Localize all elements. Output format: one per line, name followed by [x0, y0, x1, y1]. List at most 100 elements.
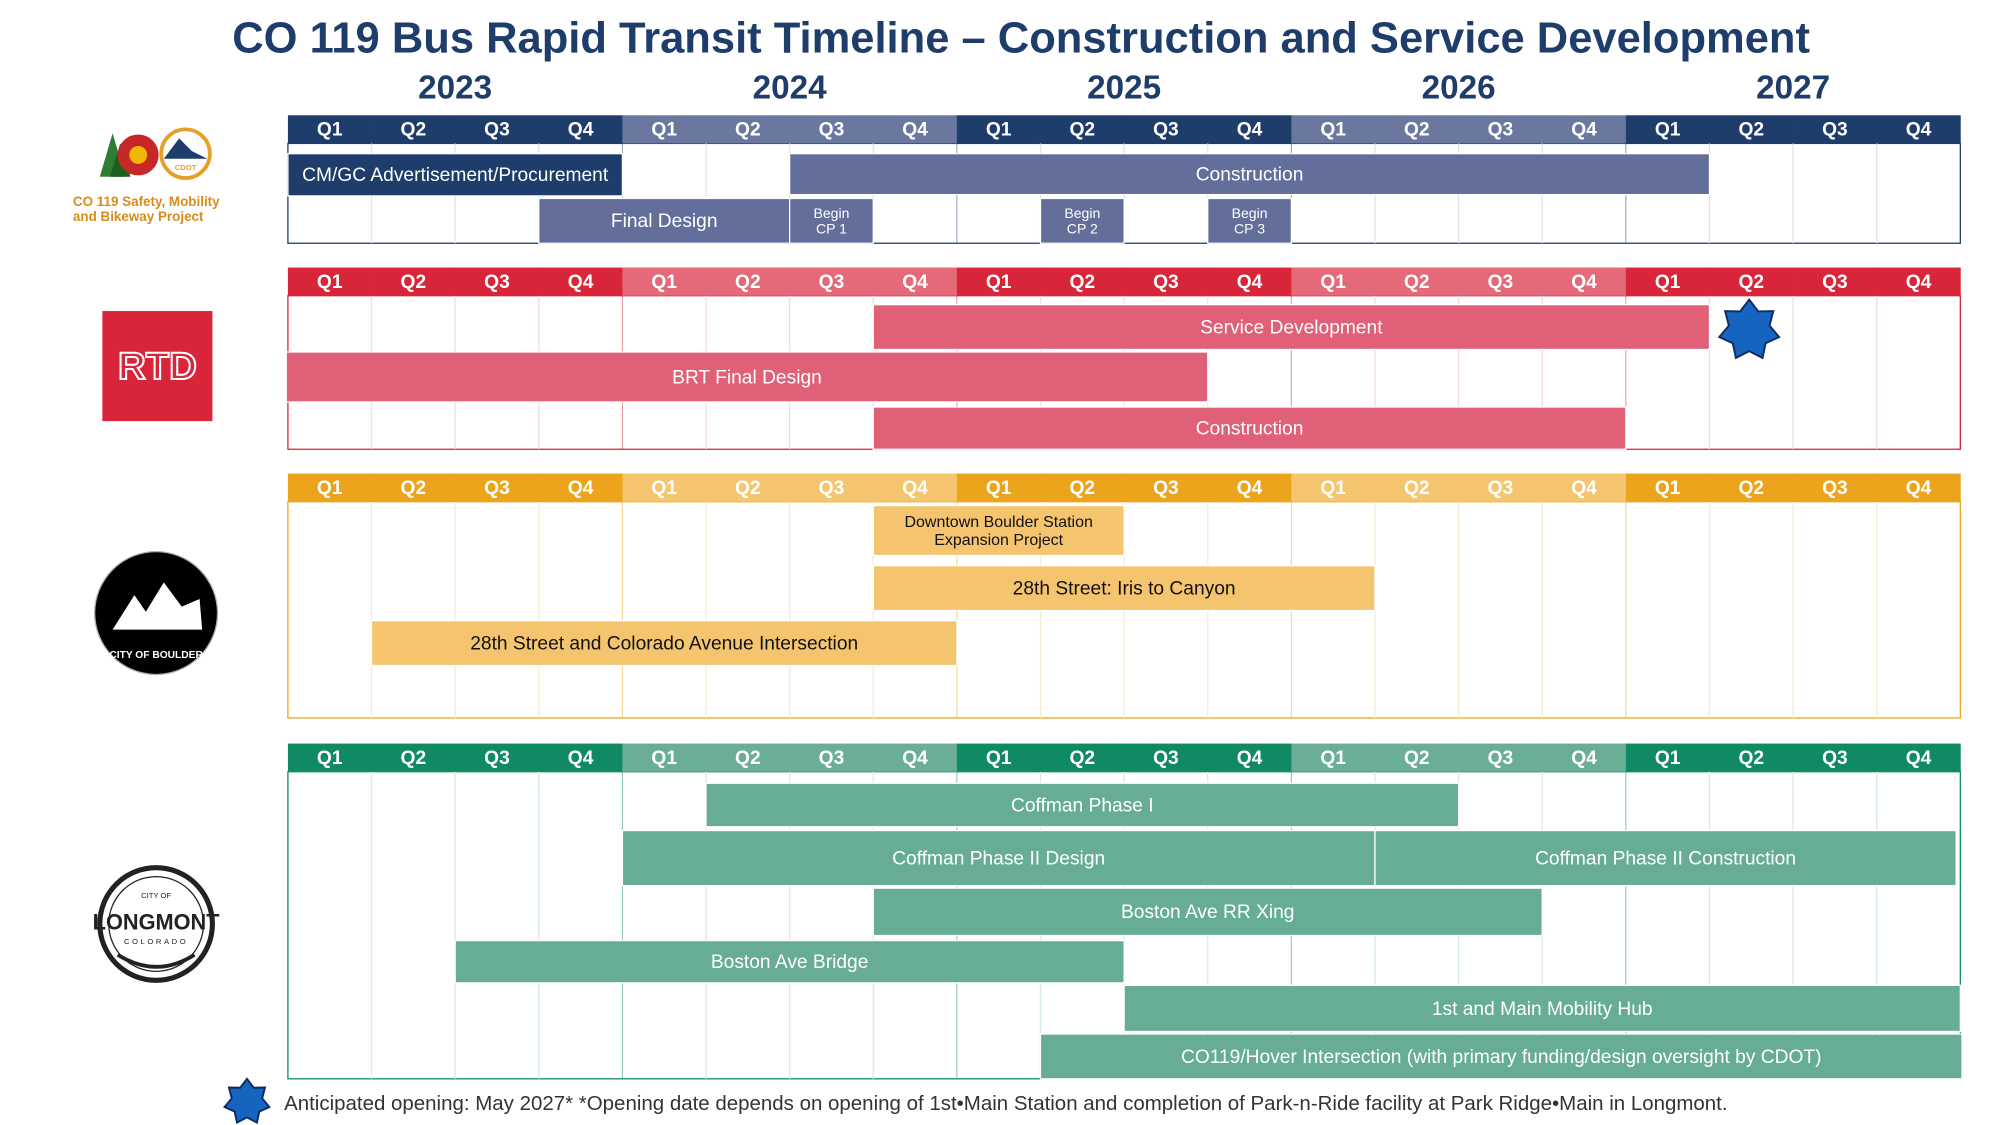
- quarter-label: Q1: [1655, 748, 1681, 769]
- quarter-header: [1040, 743, 1125, 772]
- quarter-header: [538, 267, 623, 296]
- quarter-header: [1124, 267, 1209, 296]
- quarter-header: [873, 267, 958, 296]
- quarter-header: [538, 115, 623, 144]
- task-label: Final Design: [611, 211, 718, 232]
- quarter-header: [1625, 267, 1710, 296]
- quarter-label: Q4: [1237, 748, 1263, 769]
- quarter-label: Q2: [1738, 748, 1764, 769]
- quarter-label: Q2: [1404, 272, 1430, 293]
- quarter-label: Q2: [1070, 272, 1096, 293]
- quarter-label: Q1: [986, 748, 1012, 769]
- quarter-header: [1458, 115, 1543, 144]
- quarter-header: [1709, 115, 1794, 144]
- quarter-label: Q1: [986, 272, 1012, 293]
- quarter-header: [622, 743, 707, 772]
- quarter-label: Q2: [1738, 478, 1764, 499]
- title: CO 119 Bus Rapid Transit Timeline – Cons…: [232, 15, 1810, 63]
- task-bar: [872, 504, 1125, 557]
- quarter-header: [1458, 473, 1543, 502]
- task-label: Begin: [1064, 205, 1100, 221]
- task-bar: [705, 782, 1460, 828]
- quarter-header: [1793, 743, 1878, 772]
- quarter-label: Q1: [317, 120, 343, 141]
- quarter-label: Q3: [484, 748, 510, 769]
- task-bar: [788, 153, 1711, 196]
- quarter-header: [1124, 115, 1209, 144]
- quarter-label: Q3: [1153, 478, 1179, 499]
- footnote: Anticipated opening: May 2027* *Opening …: [284, 1092, 1728, 1115]
- quarter-header: [1876, 743, 1961, 772]
- quarter-label: Q3: [1153, 748, 1179, 769]
- quarter-label: Q2: [1070, 748, 1096, 769]
- quarter-label: Q3: [1488, 478, 1514, 499]
- quarter-label: Q2: [401, 120, 427, 141]
- cdot-badge: CDOT: [175, 163, 197, 172]
- quarter-header: [1793, 473, 1878, 502]
- quarter-header: [789, 115, 874, 144]
- task-bar: [872, 406, 1627, 450]
- quarter-header: [789, 473, 874, 502]
- quarter-label: Q2: [401, 272, 427, 293]
- quarter-label: Q4: [1237, 272, 1263, 293]
- task-label: Service Development: [1200, 317, 1383, 338]
- quarter-header: [455, 743, 540, 772]
- task-label: 28th Street and Colorado Avenue Intersec…: [470, 633, 858, 654]
- task-bar: [454, 939, 1125, 984]
- quarter-label: Q1: [1320, 748, 1346, 769]
- quarter-header: [1625, 115, 1710, 144]
- quarter-header: [1040, 115, 1125, 144]
- quarter-header: [1291, 115, 1376, 144]
- quarter-label: Q1: [651, 120, 677, 141]
- quarter-label: Q4: [902, 478, 928, 499]
- quarter-header: [1124, 473, 1209, 502]
- quarter-header: [1291, 743, 1376, 772]
- opening-star: [1717, 297, 1781, 360]
- task-bar: [538, 197, 791, 244]
- longmont-logo: CITY OF LONGMONT COLORADO: [93, 865, 221, 983]
- quarter-label: Q2: [401, 748, 427, 769]
- quarter-header: [455, 115, 540, 144]
- quarter-label: Q3: [484, 272, 510, 293]
- quarter-header: [706, 115, 791, 144]
- longmont-text: LONGMONT: [93, 910, 221, 935]
- quarter-header: [371, 473, 456, 502]
- quarter-header: [1458, 743, 1543, 772]
- quarter-header: [1625, 743, 1710, 772]
- task-bar: [788, 197, 874, 244]
- task-label: CO119/Hover Intersection (with primary f…: [1181, 1047, 1822, 1068]
- quarter-header: [1625, 473, 1710, 502]
- quarter-header: [1374, 743, 1459, 772]
- quarter-header: [1709, 743, 1794, 772]
- quarter-label: Q4: [568, 748, 594, 769]
- quarter-label: Q4: [902, 272, 928, 293]
- quarter-label: Q4: [1571, 120, 1597, 141]
- longmont-bottom: COLORADO: [124, 937, 188, 946]
- task-label: Expansion Project: [934, 532, 1063, 549]
- task-label: Construction: [1196, 164, 1304, 185]
- task-label: Begin: [813, 205, 849, 221]
- task-label: 28th Street: Iris to Canyon: [1013, 578, 1236, 599]
- quarter-label: Q2: [1404, 120, 1430, 141]
- quarter-header: [371, 267, 456, 296]
- quarter-header: [1542, 115, 1627, 144]
- rtd-text: RTD: [118, 345, 197, 388]
- quarter-header: [1793, 267, 1878, 296]
- quarter-label: Q4: [1906, 272, 1932, 293]
- quarter-label: Q2: [1404, 748, 1430, 769]
- quarter-header: [455, 267, 540, 296]
- quarter-label: Q1: [1655, 272, 1681, 293]
- quarter-header: [1207, 115, 1292, 144]
- quarter-header: [1876, 115, 1961, 144]
- longmont-top: CITY OF: [141, 891, 171, 900]
- quarter-label: Q1: [651, 478, 677, 499]
- quarter-label: Q3: [1822, 272, 1848, 293]
- quarter-label: Q1: [986, 120, 1012, 141]
- quarter-label: Q2: [401, 478, 427, 499]
- task-bar: [872, 304, 1711, 351]
- quarter-header: [1876, 267, 1961, 296]
- quarter-label: Q1: [317, 478, 343, 499]
- quarter-header: [706, 267, 791, 296]
